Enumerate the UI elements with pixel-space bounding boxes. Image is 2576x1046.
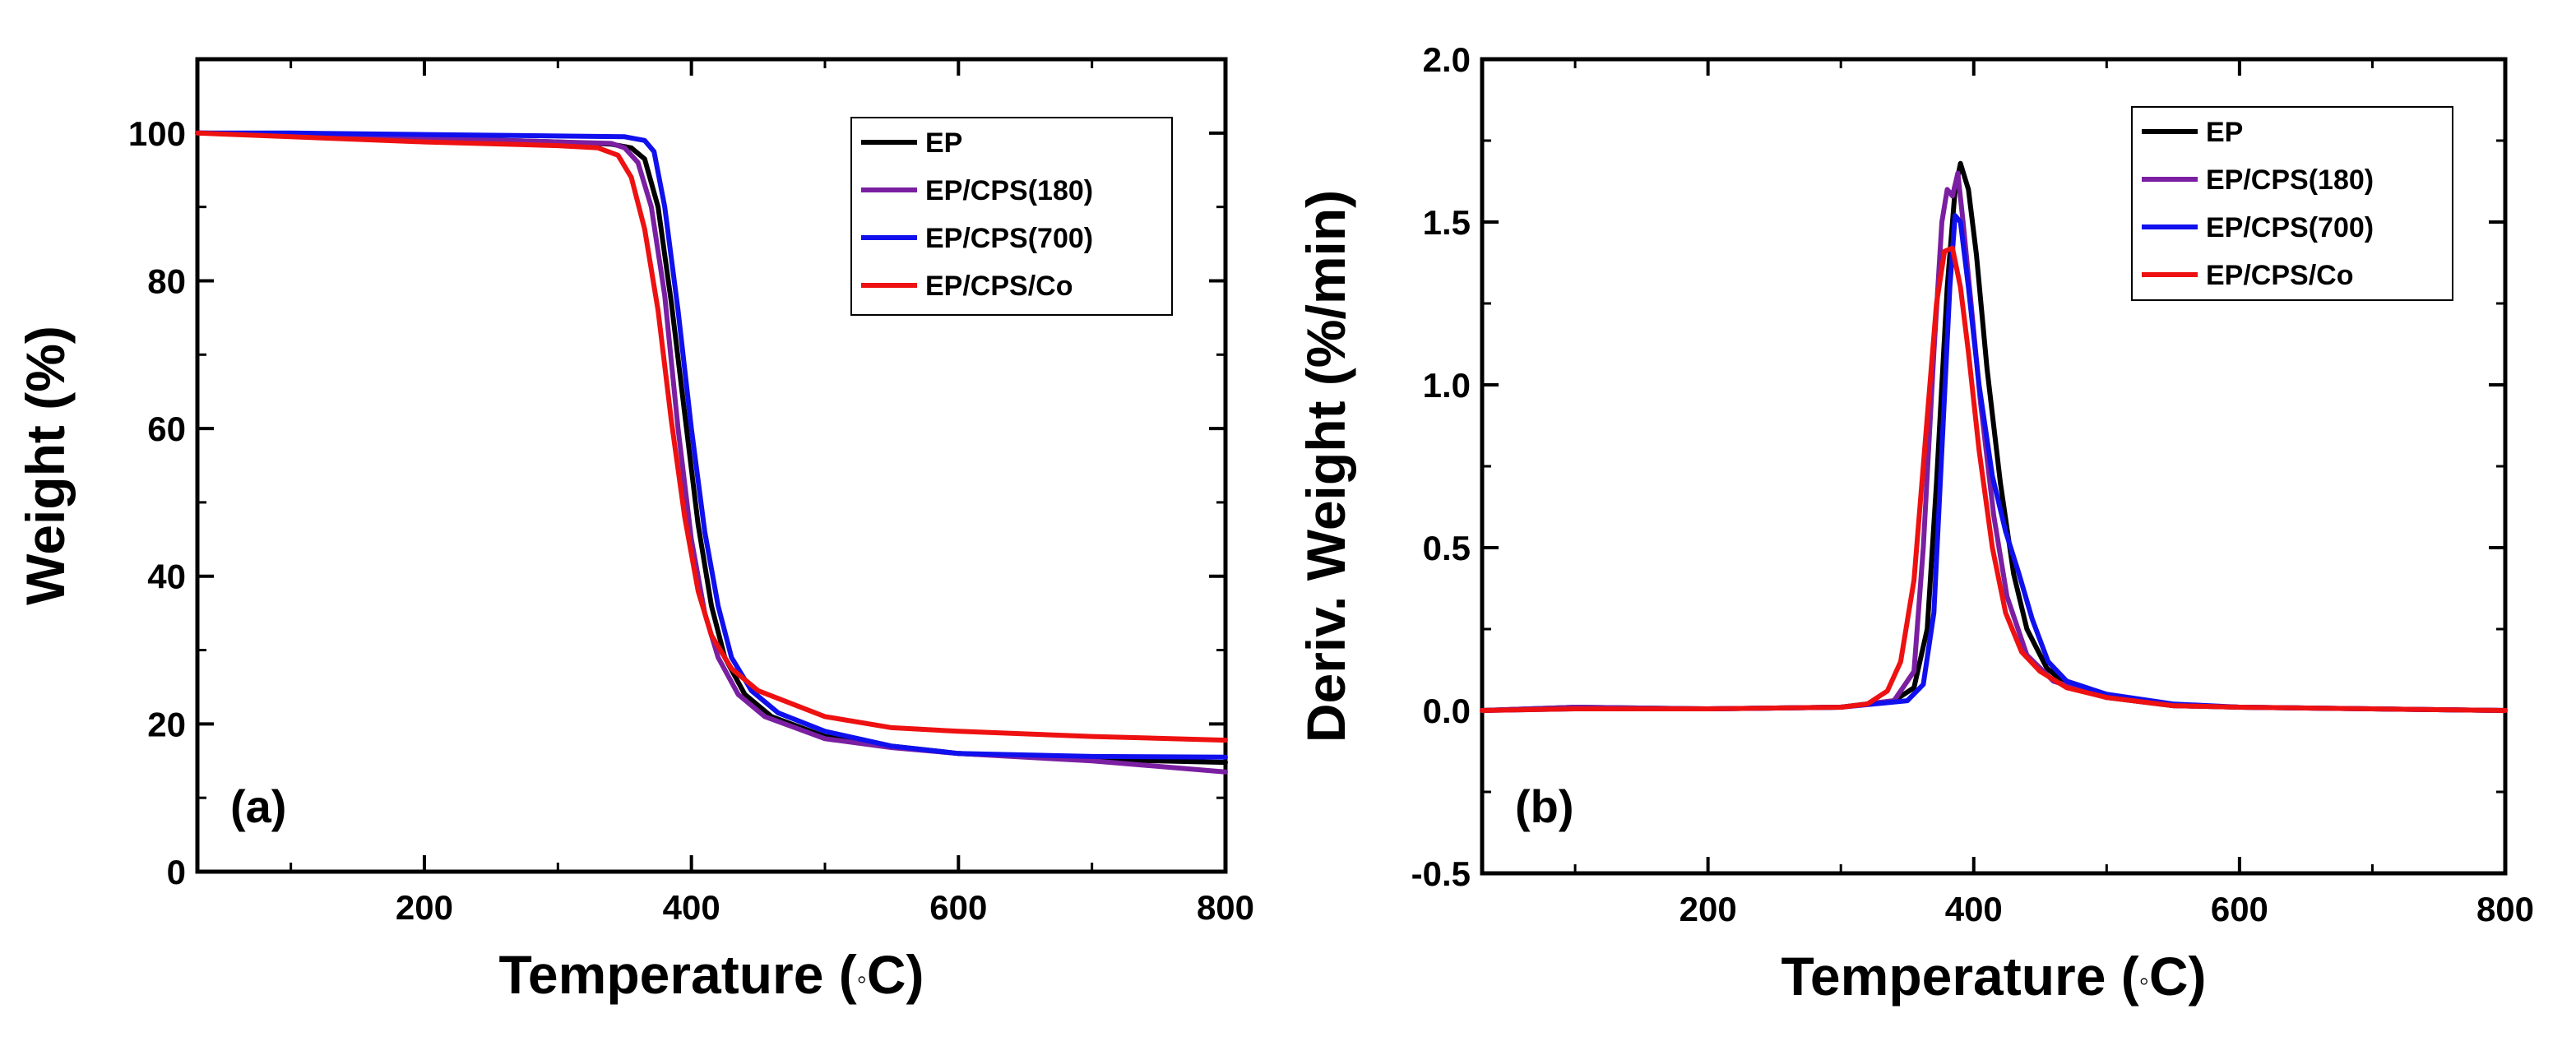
- legend-entry: EP/CPS(700): [925, 223, 1093, 254]
- x-tick-label: 400: [663, 888, 720, 927]
- y-axis-title: Weight (%): [15, 326, 76, 605]
- legend: EP EP/CPS(180) EP/CPS(700) EP/CPS/Co: [2131, 106, 2453, 301]
- panel-label: (b): [1515, 780, 1574, 832]
- x-tick-label: 200: [396, 888, 453, 927]
- x-tick-label: 800: [2476, 890, 2534, 928]
- legend-entry: EP: [2206, 117, 2243, 148]
- plot-frame: [195, 57, 1228, 874]
- y-tick-label: 20: [147, 705, 186, 743]
- panel-a-weight-chart: 200 400 600 800 0 20 40 60 80 100 Temperature (◦C)…: [15, 57, 1254, 1005]
- y-tick-label: 80: [147, 262, 186, 300]
- x-tick-label: 600: [929, 888, 987, 927]
- legend-entry: EP/CPS/Co: [2206, 260, 2353, 291]
- legend: EP EP/CPS(180) EP/CPS(700) EP/CPS/Co: [850, 117, 1173, 316]
- legend-entry: EP/CPS(180): [2206, 164, 2374, 196]
- panel-label: (a): [230, 780, 286, 832]
- y-axis-title: Deriv. Weight (%/min): [1295, 190, 1356, 743]
- legend-entry: EP/CPS(180): [925, 175, 1093, 206]
- x-axis-title: Temperature (◦C): [1781, 946, 2207, 1007]
- legend-box: [850, 117, 1173, 316]
- y-tick-label: 100: [128, 114, 186, 153]
- legend-entry: EP/CPS/Co: [925, 271, 1073, 302]
- y-tick-label: 60: [147, 410, 186, 448]
- x-tick-label: 400: [1945, 890, 2003, 928]
- y-tick-label: 1.5: [1423, 203, 1471, 242]
- series-line-ep-cps-700-: [195, 130, 1228, 760]
- series-line-ep-cps-700-: [1480, 213, 2508, 713]
- y-tick-label: 2.0: [1423, 40, 1471, 79]
- x-axis-title: Temperature (◦C): [499, 944, 924, 1005]
- panel-b-derivative-chart: 200 400 600 800 -0.5 0.0 0.5 1.0 1.5 2.0 Temperatu…: [1295, 40, 2534, 1007]
- legend-entry: EP: [925, 127, 962, 159]
- x-tick-label: 600: [2211, 890, 2268, 928]
- y-tick-label: 0: [167, 853, 186, 891]
- x-tick-label: 200: [1679, 890, 1737, 928]
- series-line-ep-cps-co: [1480, 245, 2508, 713]
- x-tick-label: 800: [1197, 888, 1254, 927]
- legend-box: [2131, 106, 2453, 301]
- y-tick-label: -0.5: [1411, 854, 1471, 893]
- y-tick-label: 40: [147, 558, 186, 596]
- series-line-ep-cps-co: [195, 130, 1228, 743]
- legend-entry: EP/CPS(700): [2206, 212, 2374, 243]
- y-tick-label: 0.0: [1423, 692, 1471, 730]
- y-tick-label: 1.0: [1423, 366, 1471, 405]
- y-tick-label: 0.5: [1423, 529, 1471, 567]
